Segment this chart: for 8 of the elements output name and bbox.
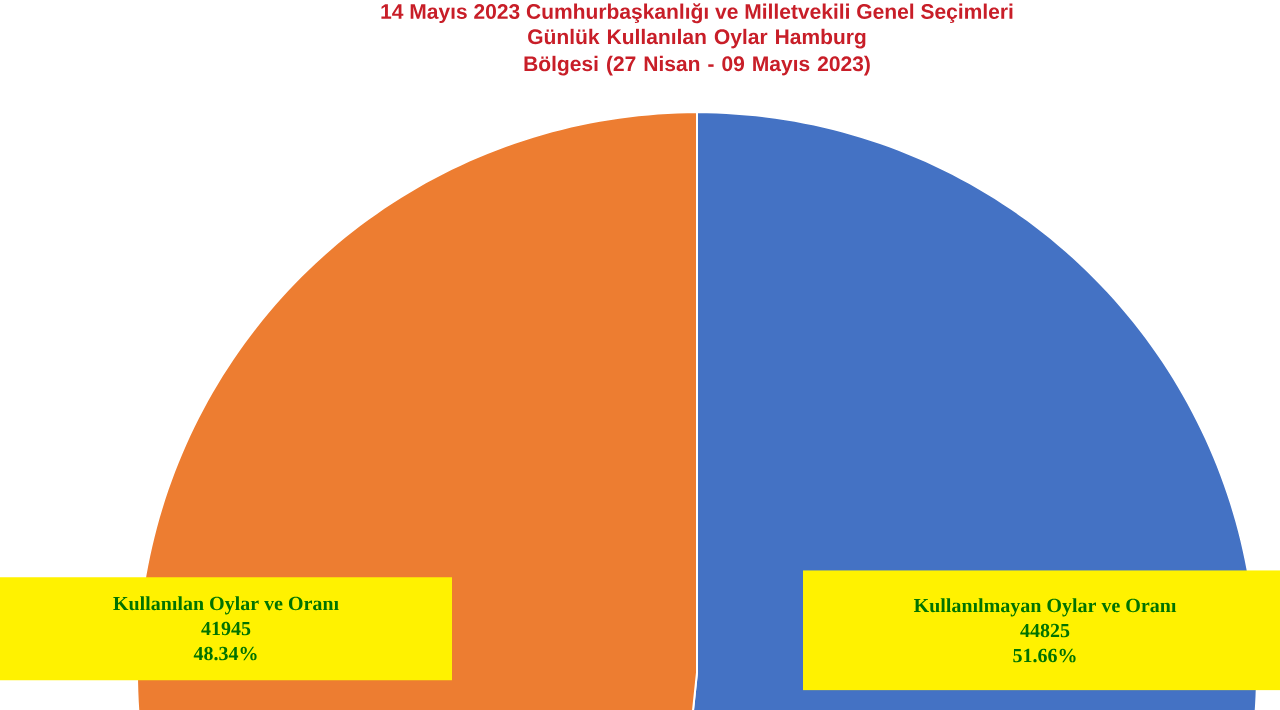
text: 51.66%: [1013, 648, 1076, 663]
slice-label: Kullanılan Oylar ve Oranı: [113, 596, 339, 615]
data-label: 44825: [1020, 623, 1070, 638]
chart-subtitle: Günlük Kullanılan Oylar Hamburg Bölgesi (27 Nisan - 09 Mayıs 2023): [524, 28, 870, 76]
text: 48.34%: [193, 646, 257, 661]
data-label: 41945: [201, 621, 251, 636]
slice-label: Kullanılmayan Oylar ve Oranı: [913, 598, 1177, 617]
chart-title: 14 Mayıs 2023 Cumhurbaşkanlığı ve Milletvekili Genel Seçimleri: [381, 3, 1013, 24]
